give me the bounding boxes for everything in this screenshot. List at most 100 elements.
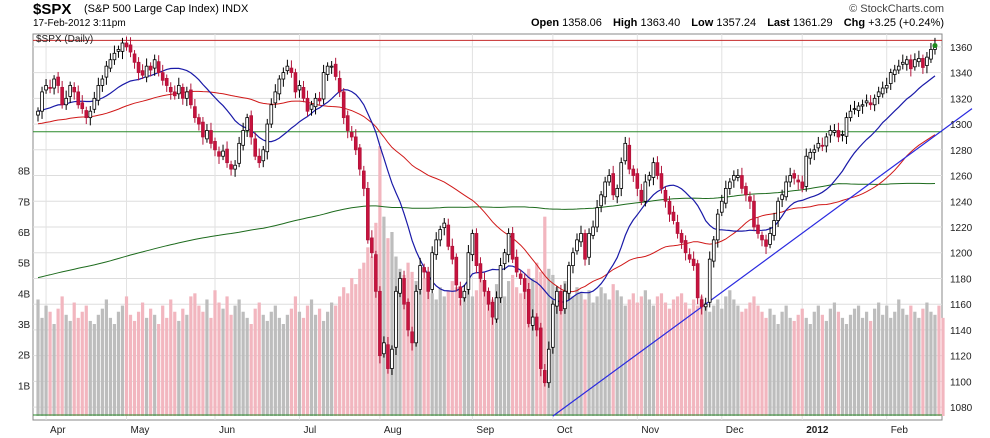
volume-bar xyxy=(800,308,804,416)
quote-line: Open 1358.06 High 1363.40 Low 1357.24 La… xyxy=(531,17,944,29)
open-label: Open xyxy=(530,17,560,29)
candle-body xyxy=(611,173,615,196)
volume-bar xyxy=(72,302,76,416)
candle-body xyxy=(366,187,370,241)
candle-body xyxy=(538,327,543,369)
candle-body xyxy=(913,59,917,68)
candle-body xyxy=(442,222,447,229)
volume-bar xyxy=(494,284,499,416)
candle-body xyxy=(619,162,624,189)
y-tick-label: 1340 xyxy=(950,69,973,80)
volume-bar xyxy=(64,314,68,416)
volume-bar xyxy=(217,302,221,416)
volume-bar xyxy=(458,299,462,416)
volume-bar xyxy=(708,311,712,416)
volume-bar xyxy=(185,314,189,416)
candle-body xyxy=(575,239,579,252)
y-tick-label: 1080 xyxy=(950,403,973,414)
y-tick-label: 1260 xyxy=(950,172,973,183)
candle-body xyxy=(792,173,796,179)
volume-bar xyxy=(338,296,342,416)
last-value: 1361.29 xyxy=(792,17,833,29)
volume-bar xyxy=(450,281,454,416)
volume-bar xyxy=(812,311,816,416)
volume-bar xyxy=(285,314,289,416)
volume-bar xyxy=(189,296,193,416)
volume-bar xyxy=(100,308,104,416)
candle-body xyxy=(530,316,535,326)
volume-bar xyxy=(309,299,314,416)
volume-bar xyxy=(603,293,607,416)
x-tick-label: Sep xyxy=(476,425,494,436)
candle-body xyxy=(474,233,479,267)
candle-body xyxy=(394,290,398,348)
volume-bar xyxy=(893,311,897,416)
candle-body xyxy=(209,130,213,144)
volume-bar xyxy=(350,278,354,416)
candle-body xyxy=(836,130,841,138)
candle-body xyxy=(249,115,253,138)
chart-header: $SPX (S&P 500 Large Cap Index) INDX © St… xyxy=(0,0,990,34)
candle-body xyxy=(120,42,125,52)
candle-body xyxy=(253,138,258,157)
candle-body xyxy=(301,86,306,99)
candle-body xyxy=(547,348,551,384)
candle-body xyxy=(567,265,571,294)
volume-bar xyxy=(555,287,559,416)
volume-bar xyxy=(583,299,587,416)
candle-body xyxy=(736,175,740,178)
candle-body xyxy=(156,61,161,74)
volume-bar xyxy=(869,320,873,416)
candle-body xyxy=(764,239,768,247)
volume-bar xyxy=(104,299,108,416)
volume-bar xyxy=(929,311,933,416)
candle-body xyxy=(856,105,861,111)
candle-body xyxy=(603,181,607,198)
volume-bar xyxy=(177,320,181,416)
candle-body xyxy=(543,370,547,384)
candle-body xyxy=(844,117,849,137)
volume-bar xyxy=(402,274,406,416)
volume-bar xyxy=(181,308,185,416)
volume-bar xyxy=(515,287,519,416)
candle-body xyxy=(60,86,64,106)
volume-bar xyxy=(683,302,688,416)
axis-labels: 1080 1100 1120 1140 1160 1180 1200 1220 1240 1260… xyxy=(18,43,973,436)
candle-body xyxy=(691,258,696,266)
candle-body xyxy=(128,44,133,53)
candle-body xyxy=(876,91,881,97)
volume-bar xyxy=(382,216,386,416)
candle-body xyxy=(205,130,209,140)
volume-bar xyxy=(796,314,800,416)
volume-bar xyxy=(840,317,845,416)
last-label: Last xyxy=(767,17,790,29)
volume-bar xyxy=(543,216,547,416)
open-value: 1358.06 xyxy=(562,17,602,29)
volume-bar xyxy=(161,305,165,416)
candle-body xyxy=(241,130,245,146)
volume-bar xyxy=(877,302,881,416)
candle-body xyxy=(176,85,181,95)
x-tick-label: Dec xyxy=(726,425,744,436)
volume-bar xyxy=(607,299,611,416)
candle-body xyxy=(229,164,233,170)
watermark[interactable]: © StockCharts.com xyxy=(849,3,944,15)
candle-body xyxy=(679,233,684,243)
volume-bar xyxy=(221,308,225,416)
volume-bar xyxy=(527,268,531,416)
volume-bar xyxy=(293,296,298,416)
x-tick-label: 2012 xyxy=(806,425,829,436)
volume-bar xyxy=(233,305,237,416)
candle-body xyxy=(663,189,668,202)
high-label: High xyxy=(612,17,638,29)
candle-body xyxy=(112,52,117,61)
volume-bar xyxy=(201,311,205,416)
candle-body xyxy=(221,150,225,157)
volume-bar xyxy=(828,308,832,416)
candle-body xyxy=(756,224,760,234)
candle-body xyxy=(406,301,410,331)
candle-body xyxy=(699,299,704,308)
volume-tick-label: 8B xyxy=(18,167,31,178)
volume-bar xyxy=(716,299,720,416)
